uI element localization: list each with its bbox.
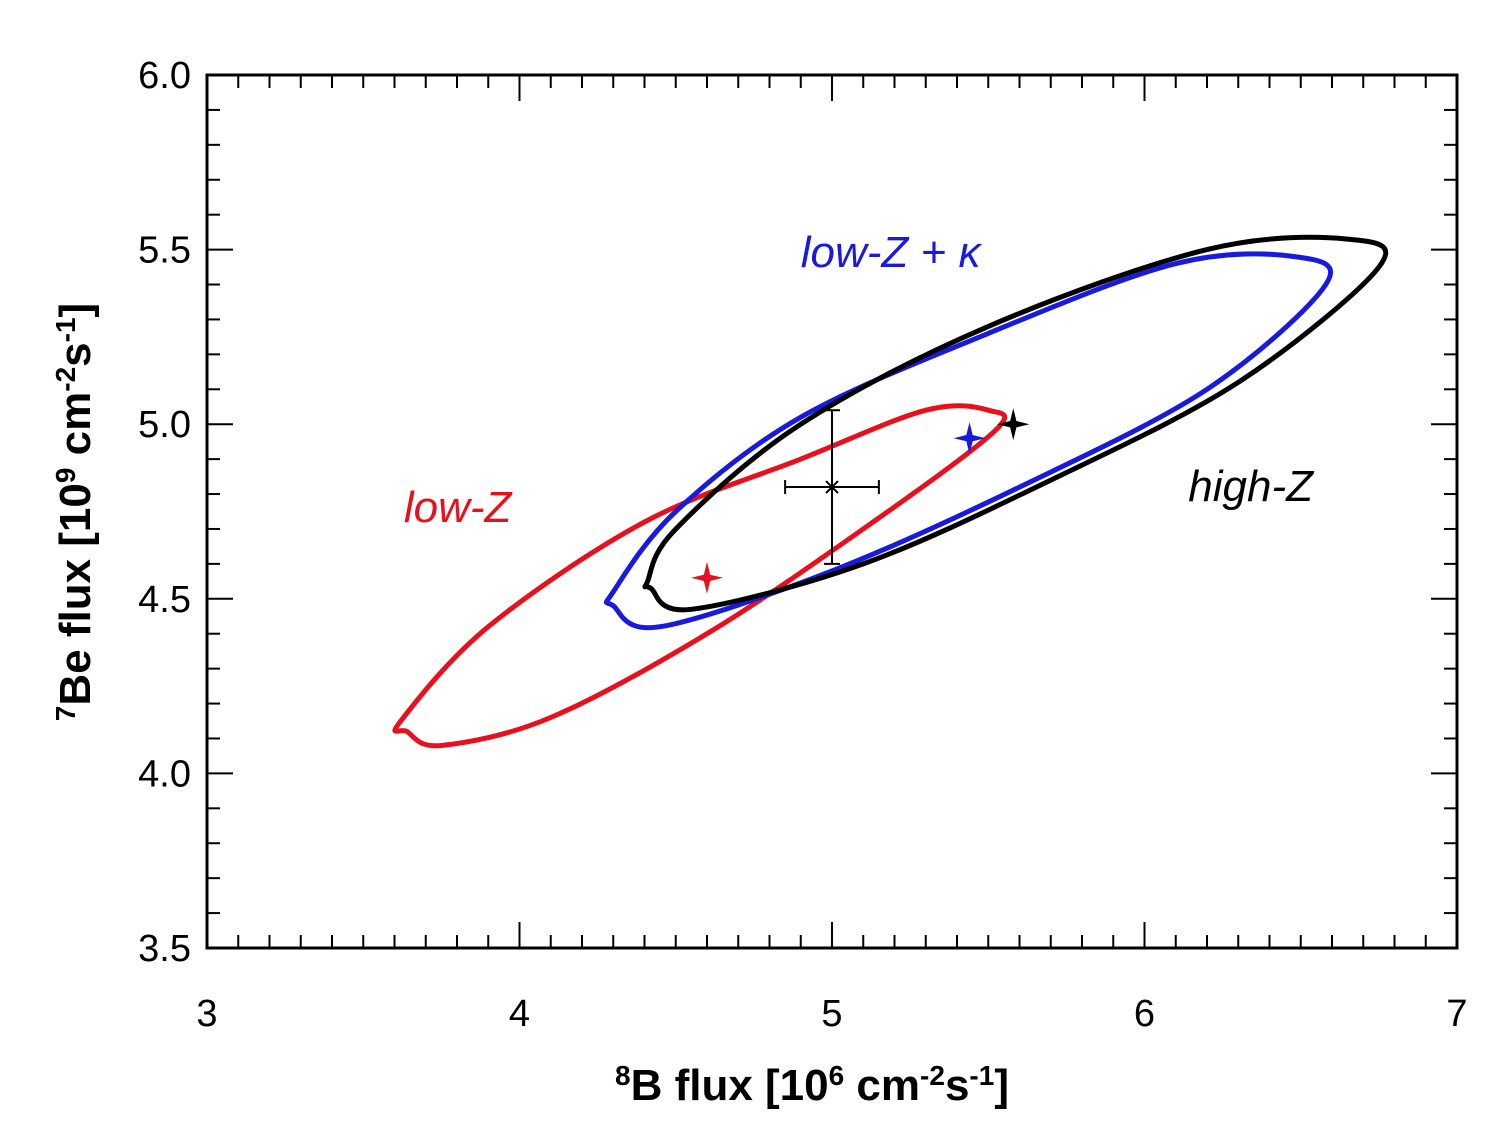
y-tick-label: 6.0 — [138, 55, 191, 97]
x-tick-label: 3 — [196, 993, 217, 1035]
y-tick-label: 3.5 — [138, 928, 191, 970]
y-tick-label: 4.5 — [138, 579, 191, 621]
x-tick-label: 5 — [821, 993, 842, 1035]
series-labels: low-Z low-Z + κ high-Z — [404, 228, 1315, 532]
ellipse-low-z — [392, 403, 1008, 749]
x-axis-title: 8B flux [106 cm-2s-1] — [615, 1060, 1009, 1111]
series-label-low-z: low-Z + κ — [801, 228, 983, 277]
x-tick-label: 7 — [1446, 993, 1467, 1035]
series-label-high-z: high-Z — [1188, 462, 1315, 511]
measurement-cross-b — [825, 480, 839, 494]
model-points — [691, 408, 1030, 594]
series-label-low-z: low-Z — [404, 483, 514, 532]
measurement-point — [784, 409, 880, 565]
y-tick-label: 5.0 — [138, 404, 191, 446]
ellipse-high-z — [642, 234, 1389, 613]
ellipse-low-z — [603, 251, 1334, 631]
x-tick-label: 4 — [509, 993, 530, 1035]
confidence-ellipses — [392, 234, 1389, 749]
y-tick-label: 5.5 — [138, 230, 191, 272]
model-point-high-z — [997, 408, 1030, 441]
model-point-low-z — [691, 561, 723, 594]
axes: 3 4 5 6 7 3.5 4.0 4.5 5.0 5.5 6.0 — [138, 55, 1467, 1035]
x-tick-label: 6 — [1134, 993, 1155, 1035]
y-tick-label: 4.0 — [138, 753, 191, 795]
y-axis-title: 7Be flux [109 cm-2s-1] — [50, 303, 101, 721]
model-point-low-z — [953, 422, 986, 455]
